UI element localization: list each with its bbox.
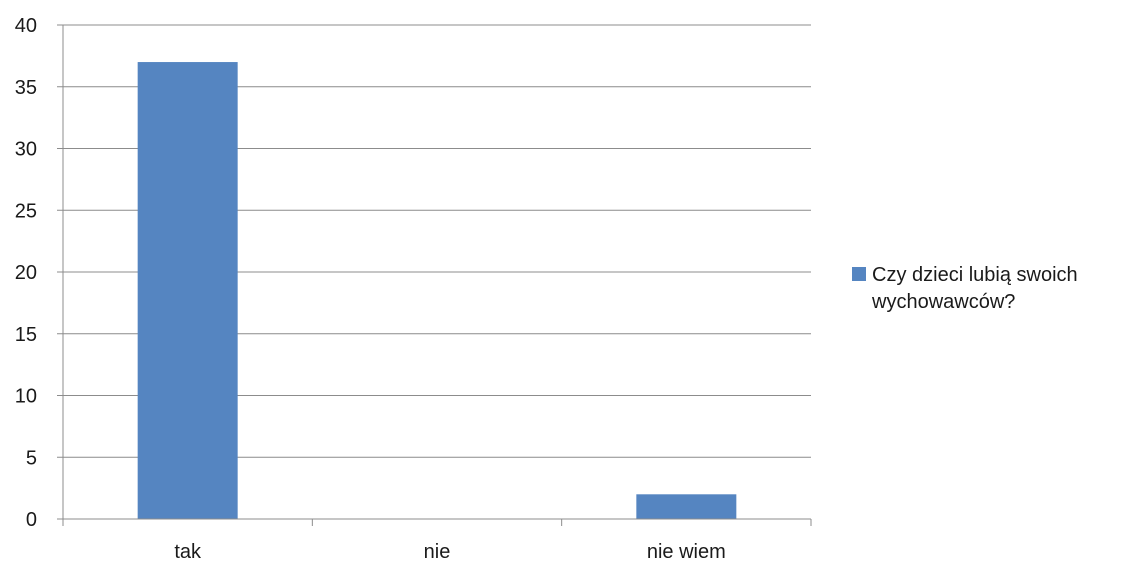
y-tick-label: 40 [15,15,37,37]
y-tick-label: 25 [15,200,37,222]
y-tick-label: 10 [15,386,37,408]
y-tick-label: 30 [15,139,37,161]
x-category-label: tak [174,541,202,563]
y-tick-label: 15 [15,324,37,346]
x-axis-category-labels: tak nie nie wiem [174,541,725,563]
legend-swatch [852,267,866,281]
x-category-label: nie [424,541,451,563]
legend-series-label: Czy dzieci lubią swoich wychowawców? [872,264,1078,313]
y-axis-ticks: 0 5 10 15 20 25 30 35 40 [15,15,63,531]
y-tick-label: 20 [15,262,37,284]
y-tick-label: 35 [15,77,37,99]
bar-tak [137,62,238,520]
legend: Czy dzieci lubią swoich wychowawców? [852,262,1122,316]
bar-nie-wiem [636,494,737,519]
y-tick-label: 0 [26,509,37,531]
y-tick-label: 5 [26,447,37,469]
x-category-label: nie wiem [647,541,726,563]
axes [62,25,812,526]
bars [137,62,737,520]
